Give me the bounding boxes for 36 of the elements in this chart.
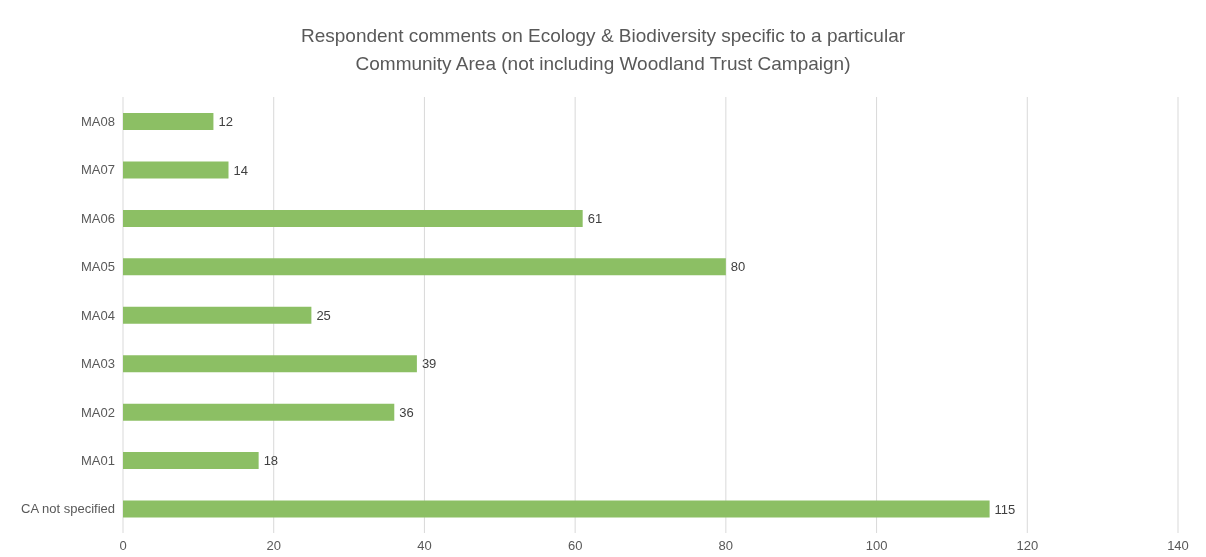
data-label: 18: [263, 453, 279, 469]
chart-title: Respondent comments on Ecology & Biodiversity specific to a particular Community Area (not including Woodland Trust Campaign): [299, 24, 907, 76]
x-tick-label: 20: [266, 538, 281, 554]
x-tick-label: 60: [567, 538, 583, 554]
bar: [123, 258, 726, 276]
y-tick-label: MA01: [81, 452, 115, 468]
data-label: 12: [218, 114, 233, 130]
y-tick-label: MA03: [81, 356, 115, 372]
x-tick-label: 0: [119, 538, 127, 554]
bar: [123, 452, 259, 470]
data-label: 39: [421, 356, 437, 372]
x-tick-label: 120: [1016, 538, 1039, 554]
y-tick-label: MA08: [81, 113, 115, 129]
data-label: 14: [233, 162, 248, 178]
data-label: 61: [587, 211, 603, 226]
bar: [123, 306, 312, 324]
y-tick-label: MA06: [81, 210, 115, 226]
bar: [123, 500, 990, 518]
x-tick-label: 40: [417, 538, 432, 554]
y-tick-label: MA07: [81, 162, 115, 178]
x-tick-label: 80: [718, 538, 734, 554]
x-tick-label: 140: [1167, 538, 1189, 554]
y-tick-label: MA04: [81, 307, 115, 323]
data-label: 25: [316, 307, 331, 323]
y-tick-label: MA05: [81, 259, 115, 275]
y-tick-label: CA not specified: [21, 501, 115, 517]
bar: [123, 161, 229, 179]
data-label: 115: [994, 501, 1016, 517]
data-label: 80: [730, 259, 746, 275]
bar: [123, 113, 214, 130]
bar: [123, 355, 417, 373]
x-tick-label: 100: [865, 538, 888, 554]
bar: [123, 403, 395, 421]
bar: [123, 209, 583, 227]
y-tick-label: MA02: [81, 404, 115, 420]
data-label: 36: [399, 404, 414, 420]
